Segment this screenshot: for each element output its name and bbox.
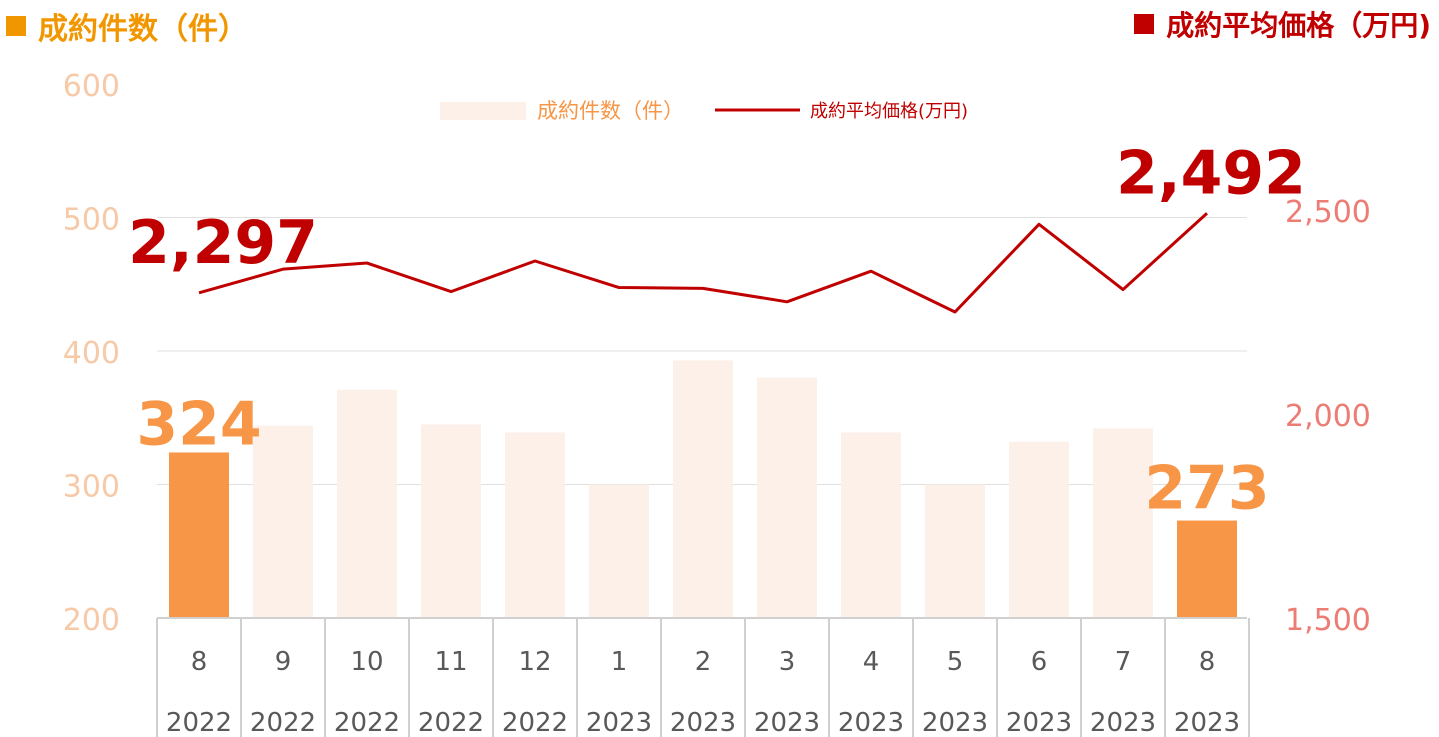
- x-tick-month: 4: [863, 647, 880, 677]
- bar: [673, 360, 733, 618]
- right-title-square-icon: [1134, 14, 1155, 34]
- bar: [1177, 520, 1237, 618]
- left-title-text: 成約件数（件）: [38, 12, 248, 47]
- bar: [1093, 428, 1153, 618]
- x-tick-month: 10: [350, 647, 383, 677]
- bar: [589, 484, 649, 618]
- right-tick-label: 2,500: [1285, 195, 1371, 230]
- right-y-axis: 1,500 2,000 2,500: [1285, 195, 1371, 638]
- price-label-last: 2,492: [1116, 138, 1306, 208]
- bar: [253, 425, 313, 618]
- left-tick-label: 400: [63, 336, 120, 371]
- right-tick-label: 2,000: [1285, 399, 1371, 434]
- legend: 成約件数（件） 成約平均価格(万円): [440, 99, 968, 123]
- price-line: [198, 212, 1209, 314]
- legend-line-label: 成約平均価格(万円): [810, 101, 968, 122]
- price-label-first: 2,297: [128, 208, 318, 278]
- count-label-last: 273: [1144, 454, 1269, 524]
- bar: [505, 432, 565, 618]
- x-tick-year: 2022: [334, 708, 400, 737]
- right-axis-title: 成約平均価格（万円): [1134, 4, 1431, 44]
- x-tick-month: 5: [947, 647, 964, 677]
- bar-series: [169, 360, 1237, 618]
- right-tick-label: 1,500: [1285, 603, 1371, 638]
- left-axis-title: 成約件数（件）: [6, 4, 248, 48]
- x-tick-year: 2023: [922, 708, 988, 737]
- bar: [337, 389, 397, 618]
- count-label-first: 324: [136, 389, 261, 459]
- left-tick-label: 300: [63, 470, 120, 505]
- x-tick-year: 2022: [166, 708, 232, 737]
- x-axis: 8 2022 9 2022 10 2022 11 2022 12 2022 1 2023 2 2023 3 2…: [156, 617, 1250, 737]
- x-tick-month: 8: [191, 647, 208, 677]
- x-tick-month: 3: [779, 647, 796, 677]
- x-tick-year: 2023: [754, 708, 820, 737]
- bar: [841, 432, 901, 618]
- x-tick-year: 2022: [502, 708, 568, 737]
- x-tick-month: 8: [1199, 647, 1216, 677]
- x-tick-month: 6: [1031, 647, 1048, 677]
- x-tick-year: 2023: [1090, 708, 1156, 737]
- legend-bar-swatch: [440, 102, 526, 120]
- right-title-text: 成約平均価格（万円): [1166, 9, 1431, 42]
- bar: [1009, 441, 1069, 618]
- bar: [757, 377, 817, 618]
- x-tick-month: 7: [1115, 647, 1132, 677]
- x-tick-year: 2023: [586, 708, 652, 737]
- x-tick-year: 2023: [1174, 708, 1240, 737]
- left-tick-label: 600: [63, 69, 120, 104]
- x-tick-year: 2023: [838, 708, 904, 737]
- x-tick-year: 2022: [250, 708, 316, 737]
- left-y-axis: 200 300 400 500 600: [63, 69, 120, 638]
- bar: [925, 484, 985, 618]
- x-tick-year: 2023: [670, 708, 736, 737]
- bar: [169, 452, 229, 618]
- x-tick-month: 9: [275, 647, 292, 677]
- left-title-square-icon: [6, 16, 26, 36]
- left-tick-label: 200: [63, 603, 120, 638]
- left-tick-label: 500: [63, 203, 120, 238]
- data-labels: 324 273 2,297 2,492: [128, 138, 1306, 523]
- x-tick-month: 11: [434, 647, 467, 677]
- line-series: [198, 212, 1209, 314]
- bar: [421, 424, 481, 618]
- x-tick-month: 12: [518, 647, 551, 677]
- legend-bar-label: 成約件数（件）: [537, 99, 684, 123]
- x-tick-month: 1: [611, 647, 628, 677]
- x-tick-year: 2022: [418, 708, 484, 737]
- x-tick-month: 2: [695, 647, 712, 677]
- x-tick-year: 2023: [1006, 708, 1072, 737]
